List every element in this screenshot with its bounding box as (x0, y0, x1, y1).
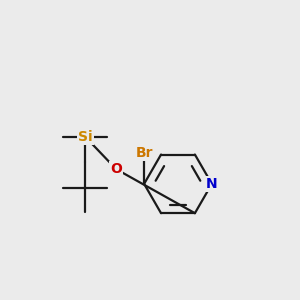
Text: N: N (206, 177, 218, 191)
Text: Br: Br (135, 146, 153, 160)
Text: Si: Si (78, 130, 92, 144)
Text: O: O (110, 162, 122, 176)
